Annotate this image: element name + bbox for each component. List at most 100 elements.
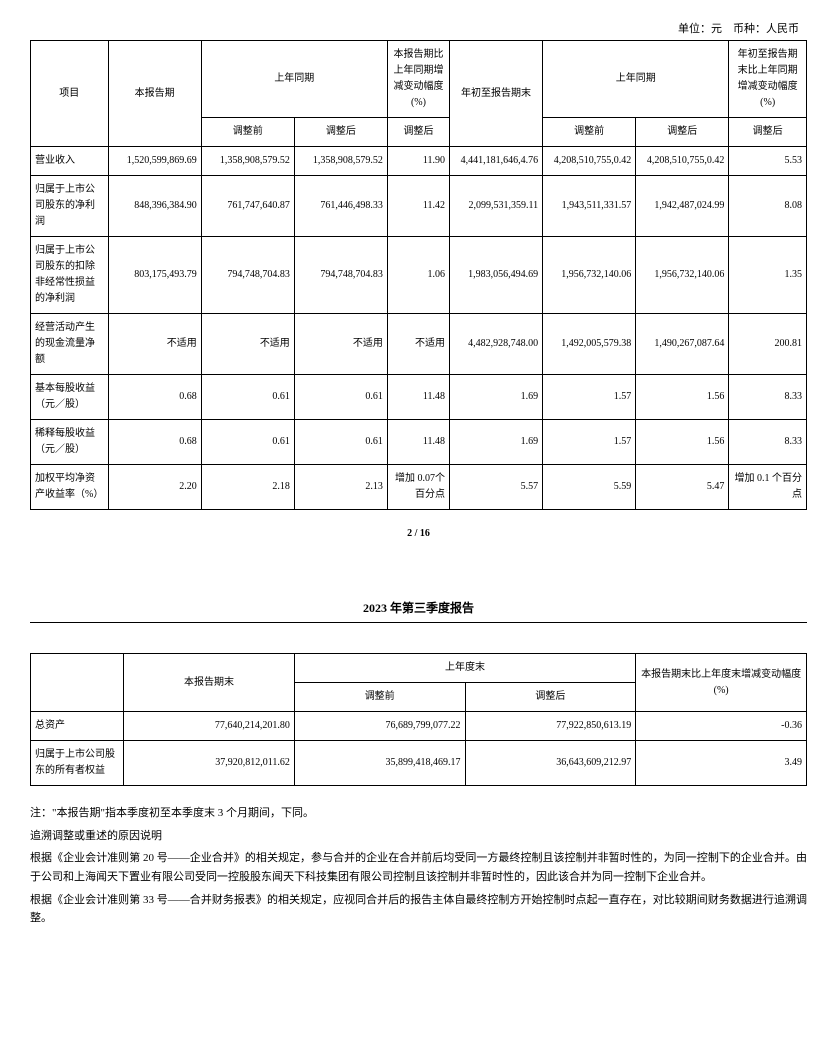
- table-cell: 营业收入: [31, 147, 109, 176]
- col-item: 项目: [31, 41, 109, 147]
- table-cell: 77,922,850,613.19: [465, 712, 636, 741]
- table-header-row: 本报告期末 上年度末 本报告期末比上年度末增减变动幅度(%): [31, 654, 807, 683]
- notes-section: 注："本报告期"指本季度初至本季度末 3 个月期间，下同。 追溯调整或重述的原因…: [30, 804, 807, 928]
- table-row: 基本每股收益（元／股）0.680.610.6111.481.691.571.56…: [31, 375, 807, 420]
- table-cell: 8.08: [729, 176, 807, 237]
- table-cell: 8.33: [729, 420, 807, 465]
- col-last-period-2: 上年同期: [543, 41, 729, 118]
- table-cell: 1,942,487,024.99: [636, 176, 729, 237]
- table-row: 归属于上市公司股东的所有者权益37,920,812,011.6235,899,4…: [31, 741, 807, 786]
- table-cell: 不适用: [294, 314, 387, 375]
- table-row: 稀释每股收益（元／股）0.680.610.6111.481.691.571.56…: [31, 420, 807, 465]
- table-cell: 1,956,732,140.06: [636, 237, 729, 314]
- table-cell: 1,358,908,579.52: [201, 147, 294, 176]
- table-cell: 2.20: [108, 465, 201, 510]
- col-this-end: 本报告期末: [124, 654, 295, 712]
- note-line: 注："本报告期"指本季度初至本季度末 3 个月期间，下同。: [30, 804, 807, 823]
- table-cell: 77,640,214,201.80: [124, 712, 295, 741]
- col-pre-adj: 调整前: [543, 118, 636, 147]
- col-last-period: 上年同期: [201, 41, 387, 118]
- col-post-adj: 调整后: [636, 118, 729, 147]
- table-cell: 37,920,812,011.62: [124, 741, 295, 786]
- table-cell: 200.81: [729, 314, 807, 375]
- table-cell: 0.68: [108, 375, 201, 420]
- page-number: 2 / 16: [30, 528, 807, 539]
- table-cell: 4,441,181,646,4.76: [450, 147, 543, 176]
- table-cell: 761,446,498.33: [294, 176, 387, 237]
- table-cell: 2.18: [201, 465, 294, 510]
- table-cell: 加权平均净资产收益率（%）: [31, 465, 109, 510]
- table-cell: 1.06: [387, 237, 449, 314]
- table-cell: 36,643,609,212.97: [465, 741, 636, 786]
- table-cell: 11.90: [387, 147, 449, 176]
- col-this-period: 本报告期: [108, 41, 201, 147]
- table-cell: 不适用: [108, 314, 201, 375]
- table-row: 归属于上市公司股东的扣除非经常性损益的净利润803,175,493.79794,…: [31, 237, 807, 314]
- table-cell: 5.59: [543, 465, 636, 510]
- table-cell: 4,482,928,748.00: [450, 314, 543, 375]
- col-ytd-this: 年初至报告期末: [450, 41, 543, 147]
- table-cell: 4,208,510,755,0.42: [636, 147, 729, 176]
- table-cell: 1,520,599,869.69: [108, 147, 201, 176]
- table-cell: 1.56: [636, 375, 729, 420]
- col-change: 本报告期比上年同期增减变动幅度(%): [387, 41, 449, 118]
- unit-line: 单位：元 币种：人民币: [30, 20, 807, 36]
- note-line: 根据《企业会计准则第 33 号——合并财务报表》的相关规定，应视同合并后的报告主…: [30, 891, 807, 928]
- table-cell: 761,747,640.87: [201, 176, 294, 237]
- table-row: 总资产77,640,214,201.8076,689,799,077.2277,…: [31, 712, 807, 741]
- table-cell: 11.42: [387, 176, 449, 237]
- table-cell: 8.33: [729, 375, 807, 420]
- table-cell: 经营活动产生的现金流量净额: [31, 314, 109, 375]
- table-cell: 归属于上市公司股东的净利润: [31, 176, 109, 237]
- table-cell: 1,943,511,331.57: [543, 176, 636, 237]
- table-cell: 803,175,493.79: [108, 237, 201, 314]
- table-cell: -0.36: [636, 712, 807, 741]
- table-cell: 5.57: [450, 465, 543, 510]
- financial-table-1: 项目 本报告期 上年同期 本报告期比上年同期增减变动幅度(%) 年初至报告期末 …: [30, 40, 807, 510]
- table-cell: 11.48: [387, 420, 449, 465]
- table-cell: 5.53: [729, 147, 807, 176]
- table-cell: 0.61: [294, 375, 387, 420]
- table-cell: 增加 0.07个百分点: [387, 465, 449, 510]
- table-cell: 76,689,799,077.22: [294, 712, 465, 741]
- table-cell: 0.61: [201, 420, 294, 465]
- table-cell: 11.48: [387, 375, 449, 420]
- table-cell: 归属于上市公司股东的所有者权益: [31, 741, 124, 786]
- table-cell: 848,396,384.90: [108, 176, 201, 237]
- section-title: 2023 年第三季度报告: [30, 599, 807, 623]
- table-cell: 1,490,267,087.64: [636, 314, 729, 375]
- note-line: 根据《企业会计准则第 20 号——企业合并》的相关规定，参与合并的企业在合并前后…: [30, 849, 807, 886]
- table-row: 营业收入1,520,599,869.691,358,908,579.521,35…: [31, 147, 807, 176]
- table-cell: 794,748,704.83: [294, 237, 387, 314]
- table-row: 经营活动产生的现金流量净额不适用不适用不适用不适用4,482,928,748.0…: [31, 314, 807, 375]
- table-cell: 1.69: [450, 375, 543, 420]
- col-post-adj: 调整后: [729, 118, 807, 147]
- table-cell: 增加 0.1 个百分点: [729, 465, 807, 510]
- table-cell: 0.61: [201, 375, 294, 420]
- table-cell: 0.68: [108, 420, 201, 465]
- table-cell: 1.56: [636, 420, 729, 465]
- col-change: 本报告期末比上年度末增减变动幅度(%): [636, 654, 807, 712]
- col-last-end: 上年度末: [294, 654, 635, 683]
- note-line: 追溯调整或重述的原因说明: [30, 827, 807, 846]
- table-cell: 1.57: [543, 375, 636, 420]
- table-cell: 1,983,056,494.69: [450, 237, 543, 314]
- financial-table-2: 本报告期末 上年度末 本报告期末比上年度末增减变动幅度(%) 调整前 调整后 总…: [30, 653, 807, 786]
- table-cell: 1.57: [543, 420, 636, 465]
- table-cell: 1.35: [729, 237, 807, 314]
- table-cell: 4,208,510,755,0.42: [543, 147, 636, 176]
- col-blank: [31, 654, 124, 712]
- table-cell: 35,899,418,469.17: [294, 741, 465, 786]
- table-cell: 不适用: [201, 314, 294, 375]
- table-cell: 794,748,704.83: [201, 237, 294, 314]
- table-cell: 基本每股收益（元／股）: [31, 375, 109, 420]
- col-pre-adj: 调整前: [294, 683, 465, 712]
- table-cell: 稀释每股收益（元／股）: [31, 420, 109, 465]
- table-row: 归属于上市公司股东的净利润848,396,384.90761,747,640.8…: [31, 176, 807, 237]
- col-post-adj: 调整后: [465, 683, 636, 712]
- table-cell: 1,956,732,140.06: [543, 237, 636, 314]
- table-cell: 5.47: [636, 465, 729, 510]
- table-cell: 0.61: [294, 420, 387, 465]
- table-cell: 1.69: [450, 420, 543, 465]
- table-cell: 1,358,908,579.52: [294, 147, 387, 176]
